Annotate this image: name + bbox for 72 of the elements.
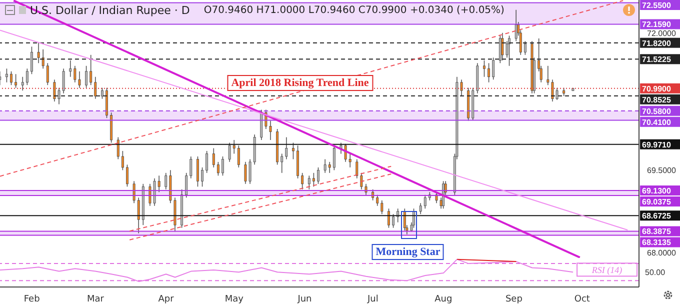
candlestick (308, 175, 310, 190)
candlestick (488, 62, 490, 83)
candlestick (514, 9, 518, 42)
chart-subtitle: O70.9460 H71.0000 L70.9460 C70.9900 +0.0340 (+0.05%) (204, 4, 504, 16)
x-tick-label: Sep (505, 294, 523, 304)
candlestick (419, 202, 422, 214)
candlestick (190, 156, 192, 179)
candlestick (483, 60, 486, 78)
candlestick (185, 172, 188, 198)
candlestick (312, 172, 315, 188)
candlestick (324, 158, 326, 174)
candlestick (126, 164, 128, 188)
ref-line-label: 71.8200 (642, 38, 672, 48)
candlestick (222, 156, 224, 176)
ref-line-label: 71.5225 (642, 55, 672, 64)
candlestick (292, 142, 294, 160)
candlestick (524, 40, 526, 56)
candlestick (196, 156, 199, 188)
x-tick-label: Mar (87, 294, 104, 304)
candlestick (280, 153, 284, 174)
ref-line-label: 72.1590 (642, 20, 672, 30)
candlestick (332, 145, 336, 171)
y-tick-label: 69.5000 (647, 166, 676, 176)
candlestick (164, 172, 168, 190)
candlestick (388, 208, 390, 228)
x-tick-label: Apr (158, 294, 174, 304)
ref-line-label: 70.5800 (642, 106, 672, 116)
candlestick (212, 148, 215, 168)
annotation: April 2018 Rising Trend Line (227, 75, 373, 91)
candlestick (232, 140, 236, 154)
candlestick (380, 200, 384, 214)
x-tick-label: Feb (24, 294, 40, 304)
candlestick (403, 208, 406, 231)
candlestick (100, 87, 104, 100)
x-tick-label: Jul (366, 294, 378, 304)
ref-line-label: 68.6725 (642, 212, 672, 221)
candlestick (206, 150, 208, 174)
candlestick (121, 150, 124, 171)
candlestick (285, 136, 288, 160)
ref-line-label: 69.1300 (642, 186, 672, 196)
ref-line-label: 70.4100 (642, 118, 672, 127)
ref-line-label: 70.8525 (642, 95, 672, 104)
legend-label: 68.3135 (642, 238, 672, 248)
candlestick (492, 57, 495, 80)
candlestick (508, 35, 510, 66)
candlestick (228, 142, 231, 162)
candlestick (237, 145, 240, 168)
candlestick (412, 208, 415, 228)
ref-line-label: 69.0375 (642, 197, 672, 206)
annotation: Morning Star (372, 244, 444, 260)
text: 50.00 (645, 268, 666, 277)
candlestick (424, 194, 426, 209)
ref-line-label: 68.3875 (642, 227, 672, 236)
candlestick (132, 180, 136, 204)
candlestick (328, 162, 331, 174)
candlestick (137, 197, 140, 234)
ref-line-label: 72.5500 (642, 1, 672, 10)
candlestick (216, 162, 220, 176)
candlestick (301, 172, 304, 190)
candlestick (94, 76, 97, 100)
x-tick-label: Jun (296, 294, 312, 304)
y-tick-label: 68.0000 (647, 248, 676, 258)
y-tick-label: 72.0000 (647, 28, 676, 38)
ref-line-label: 69.9710 (642, 140, 672, 150)
candlestick (392, 214, 395, 228)
x-tick-label: Oct (574, 294, 590, 304)
candlestick (201, 167, 204, 188)
text: RSI (14) (590, 265, 622, 276)
x-tick-label: May (224, 294, 244, 304)
candlestick (317, 167, 320, 184)
ref-line-label: 70.9900 (642, 84, 672, 94)
x-tick-label: Aug (434, 294, 452, 304)
